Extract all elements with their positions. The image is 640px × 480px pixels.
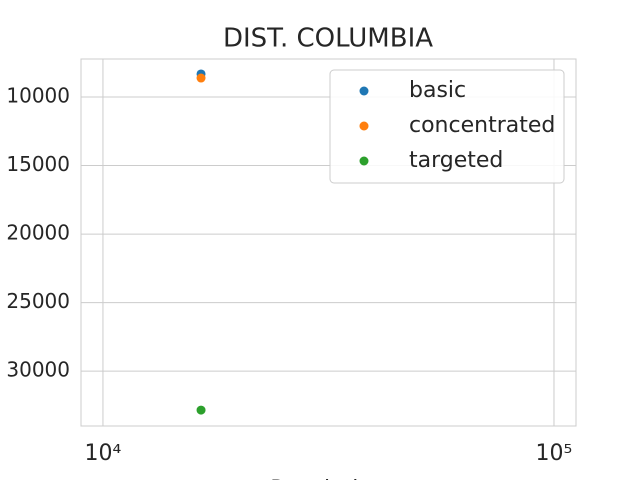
chart-title: DIST. COLUMBIA bbox=[223, 24, 433, 54]
x-axis-label: Population bbox=[270, 477, 386, 480]
legend-label: targeted bbox=[409, 148, 503, 173]
y-tick-label: 20000 bbox=[6, 221, 70, 245]
y-tick-label: 15000 bbox=[6, 152, 70, 176]
legend-marker bbox=[359, 86, 369, 96]
x-tick-label: 10⁴ bbox=[85, 441, 122, 466]
point bbox=[196, 405, 206, 415]
legend-marker bbox=[359, 121, 369, 131]
y-tick-label: 25000 bbox=[6, 289, 70, 313]
legend-box bbox=[329, 69, 565, 184]
y-tick-label: 30000 bbox=[6, 358, 70, 382]
legend-label: concentrated bbox=[409, 113, 555, 138]
legend-marker bbox=[359, 156, 369, 166]
plot-frame bbox=[80, 58, 577, 427]
point bbox=[196, 73, 206, 83]
y-tick-label: 10000 bbox=[6, 83, 70, 107]
x-tick-label: 10⁵ bbox=[536, 441, 573, 466]
legend-label: basic bbox=[409, 78, 466, 103]
